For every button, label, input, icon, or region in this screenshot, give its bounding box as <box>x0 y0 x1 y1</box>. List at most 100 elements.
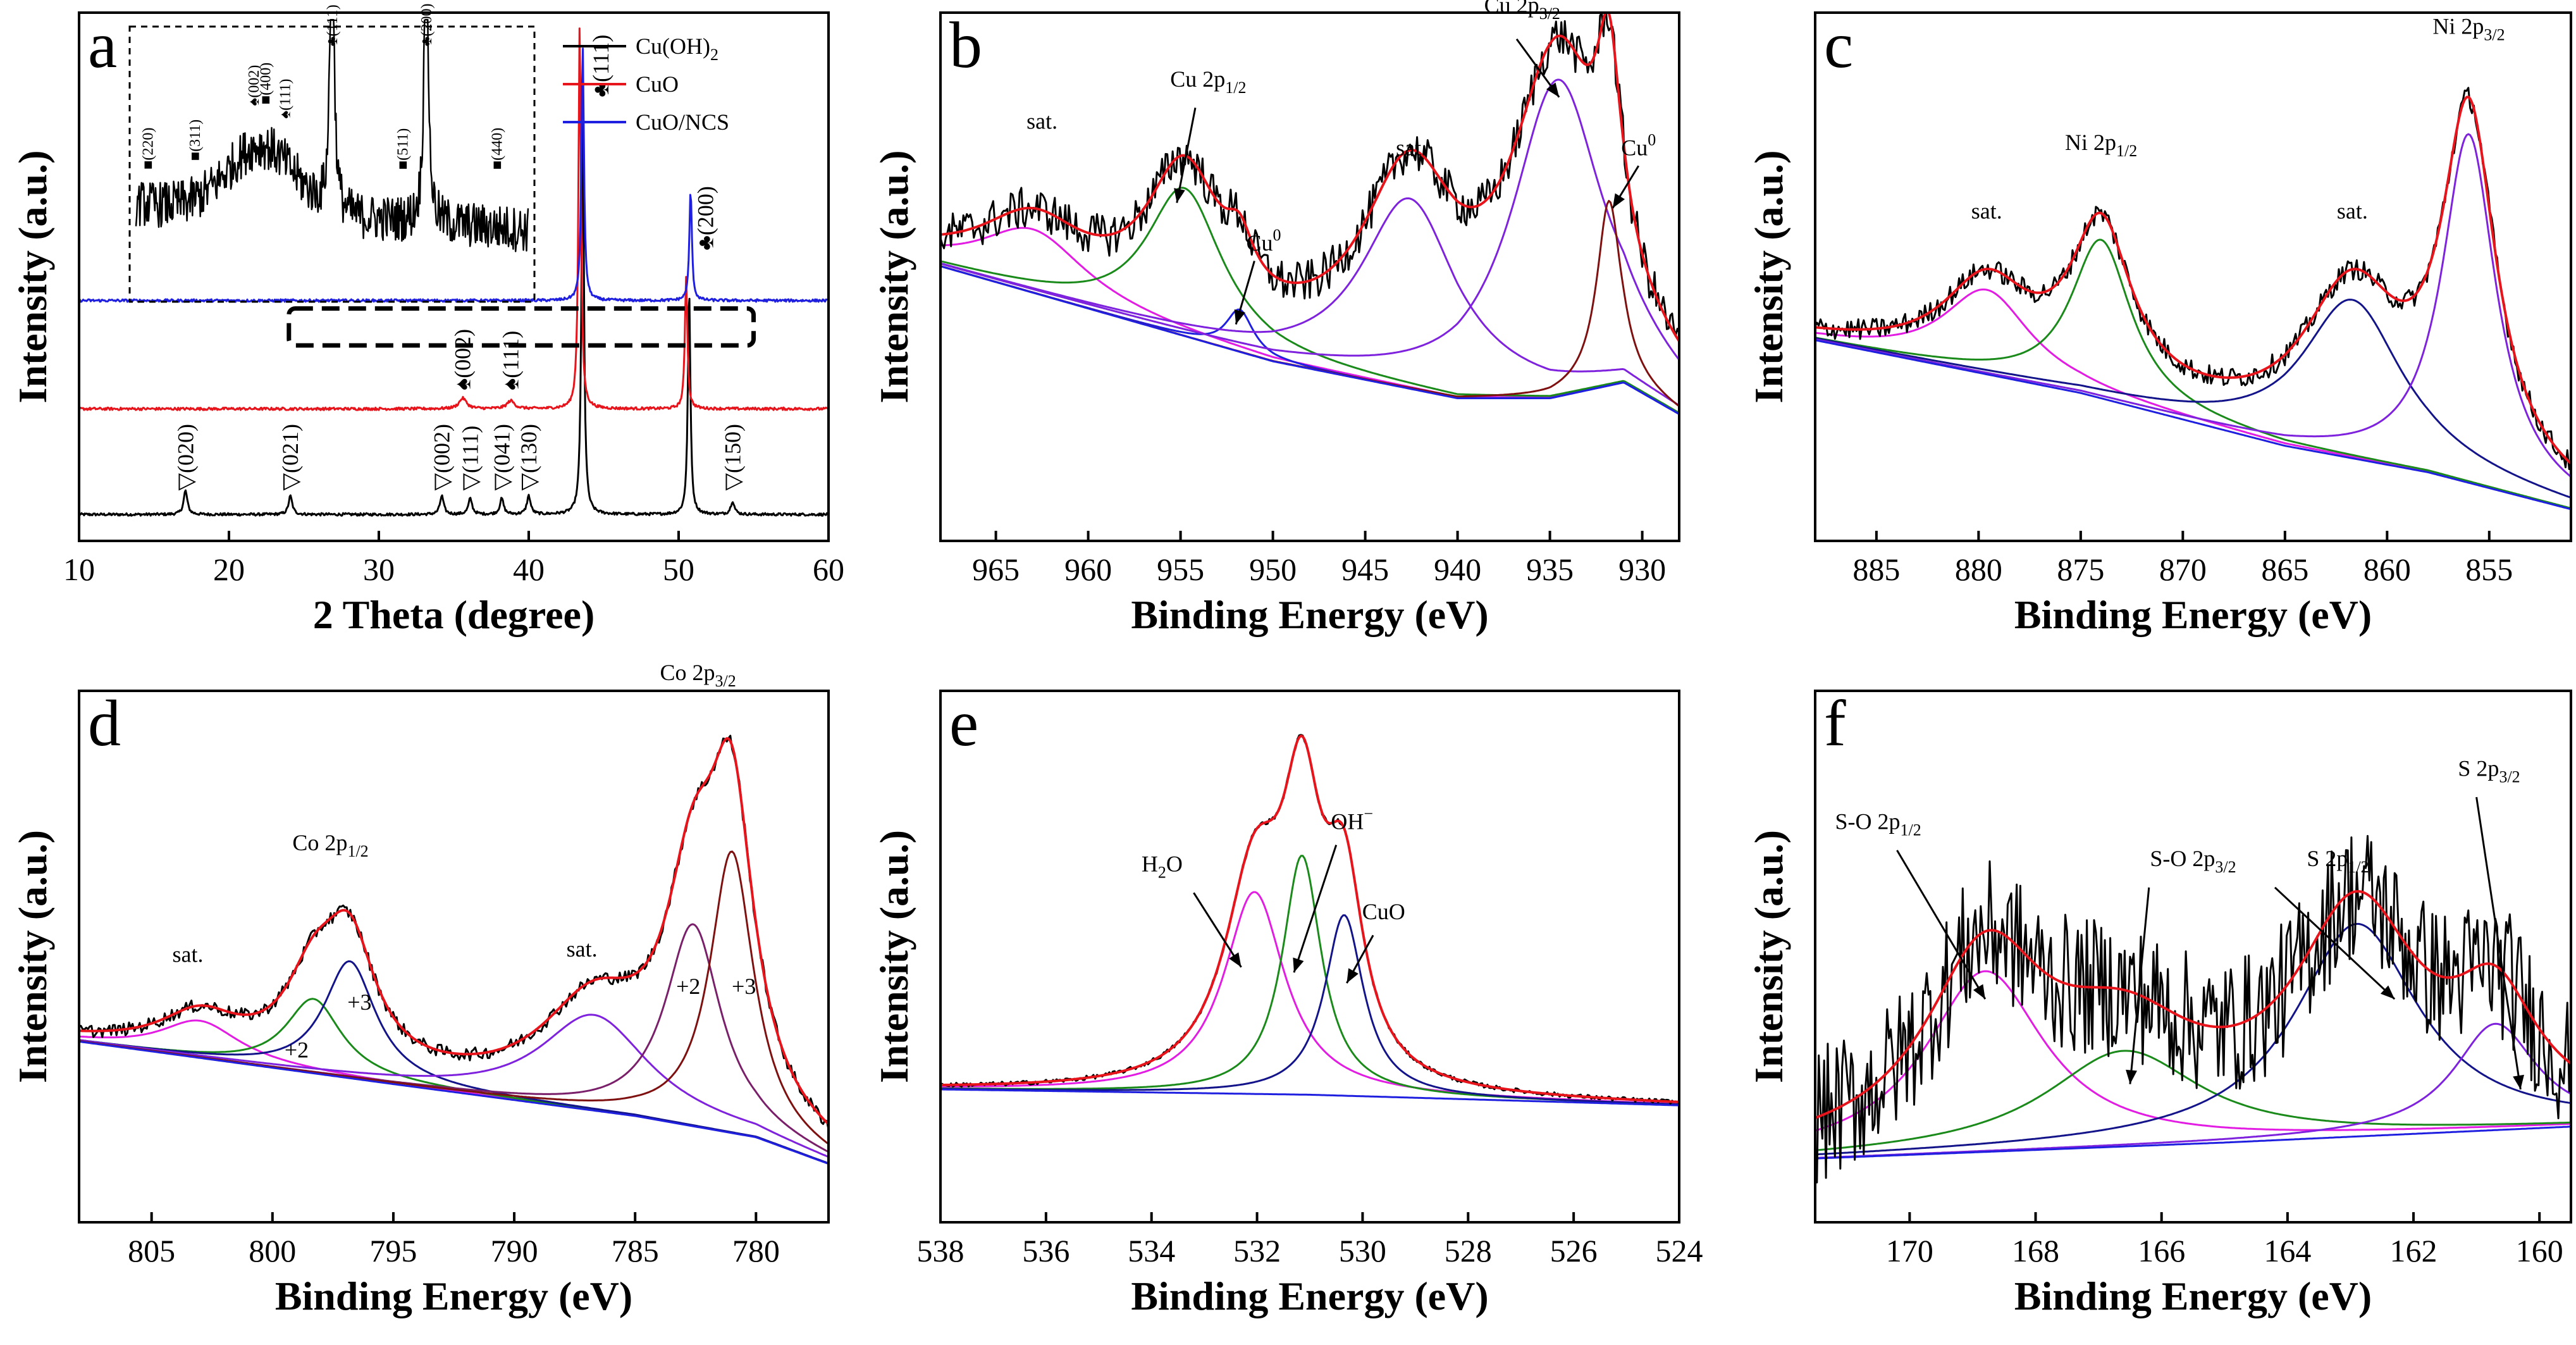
peak-symbol: ▽ <box>489 473 514 491</box>
inset-peak-label-8: ■(440) <box>489 128 505 170</box>
component-peak-3 <box>1815 133 2571 478</box>
annotation-text: Ni 2p <box>2065 130 2116 155</box>
y-axis-title: Intensity (a.u.) <box>10 830 55 1083</box>
peak-index: (440) <box>489 128 505 161</box>
x-tick-label: 170 <box>1886 1233 1933 1268</box>
component-peak-5 <box>79 850 829 1145</box>
x-tick-label: 162 <box>2390 1233 2437 1268</box>
peak-symbol: ♣ <box>693 235 718 251</box>
annotation-arrow-line <box>1193 892 1242 968</box>
component-peak-3 <box>940 197 1679 407</box>
peak-index: (200) <box>693 186 718 235</box>
annotation-sub: 1/2 <box>1900 821 1921 839</box>
legend-label-text: Cu(OH) <box>636 34 710 59</box>
y-axis-title: Intensity (a.u.) <box>1746 830 1791 1083</box>
inset-peak-label-5: ♣(111) <box>324 4 341 46</box>
component-peak-4 <box>940 78 1679 361</box>
inset-peak-label-2: ♠(002) <box>246 65 262 106</box>
component-peak-2 <box>940 914 1679 1106</box>
annotation-1: OH− <box>1331 804 1373 834</box>
x-tick-label: 50 <box>663 552 694 587</box>
component-peak-3 <box>79 1013 829 1158</box>
annotation-sub: 3/2 <box>2499 767 2520 786</box>
y-axis-title: Intensity (a.u.) <box>1746 150 1791 403</box>
annotation-1: S-O 2p3/2 <box>2150 846 2236 876</box>
x-tick-label: 940 <box>1434 552 1481 587</box>
x-tick-label: 60 <box>813 552 844 587</box>
peak-symbol: ■ <box>489 161 505 170</box>
x-tick-label: 526 <box>1550 1233 1598 1268</box>
x-tick-label: 955 <box>1157 552 1204 587</box>
annotation-0: sat. <box>1026 109 1057 134</box>
annotation-sub: 1/2 <box>347 842 368 860</box>
peak-symbol: ▽ <box>173 473 198 491</box>
annotation-arrowhead <box>2513 1074 2524 1089</box>
peak-symbol: ♠ <box>498 378 524 390</box>
x-tick-label: 855 <box>2465 552 2513 587</box>
x-tick-label: 960 <box>1064 552 1112 587</box>
raw-data-line <box>79 734 829 1130</box>
x-tick-label: 950 <box>1249 552 1297 587</box>
peak-index: (511) <box>395 128 412 161</box>
peak-label-0: ▽(020) <box>173 424 198 491</box>
peak-index: (311) <box>187 120 204 152</box>
peak-symbol: ♣ <box>419 36 435 46</box>
peak-symbol: ▽ <box>429 473 455 491</box>
annotation-text: CuO <box>1362 899 1405 924</box>
peak-symbol: ♣ <box>588 82 613 97</box>
x-tick-label: 930 <box>1618 552 1666 587</box>
peak-index: (130) <box>516 424 541 473</box>
inset-frame <box>128 25 536 303</box>
peak-symbol: ▽ <box>278 473 303 491</box>
x-tick-label: 965 <box>972 552 1020 587</box>
background-line <box>79 1040 829 1165</box>
annotation-text: S 2p <box>2307 846 2348 871</box>
annotation-text: Cu <box>1621 135 1648 160</box>
annotation-3: sat. <box>1396 135 1427 160</box>
raw-data-line <box>1815 87 2571 470</box>
plot-frame <box>78 11 830 542</box>
component-peak-1 <box>1815 239 2571 509</box>
annotation-sup: 0 <box>1648 130 1656 149</box>
x-tick-label: 860 <box>2363 552 2411 587</box>
annotation-0: sat. <box>1971 199 2002 224</box>
series-line-0 <box>78 121 829 517</box>
background-line <box>940 265 1679 415</box>
x-tick-label: 885 <box>1852 552 1900 587</box>
component-peak-1 <box>940 187 1679 414</box>
x-tick-label: 166 <box>2138 1233 2185 1268</box>
peak-symbol: ♠ <box>246 97 262 106</box>
peak-index: (150) <box>720 424 745 473</box>
annotation-arrow-line <box>2475 796 2522 1090</box>
annotation-3: S 2p3/2 <box>2458 755 2520 786</box>
annotation-sup: − <box>1364 804 1373 822</box>
peak-label-8: ♠(111) <box>498 331 524 390</box>
annotation-sup: 0 <box>1273 226 1281 244</box>
annotation-arrow-line <box>1896 850 1987 1000</box>
plot-area <box>940 13 1679 415</box>
panel-label: f <box>1824 687 1846 760</box>
annotation-0: sat. <box>173 941 204 967</box>
peak-index: (020) <box>173 424 198 473</box>
annotation-3: Ni 2p3/2 <box>2432 13 2505 44</box>
peak-symbol: ♠ <box>450 378 476 390</box>
panel-label: b <box>949 9 982 82</box>
peak-symbol: ♠ <box>278 110 294 118</box>
annotation-text: +2 <box>676 974 700 999</box>
annotation-sub: 1/2 <box>2348 858 2369 876</box>
annotation-sub: 3/2 <box>2484 25 2505 44</box>
peak-symbol: ■ <box>140 160 157 170</box>
inset-peak-label-7: ♣(200) <box>419 3 435 46</box>
annotation-text: Cu 2p <box>1170 66 1225 92</box>
series-line-1 <box>78 27 830 411</box>
peak-index: (200) <box>419 3 435 36</box>
peak-index: (400) <box>258 63 274 96</box>
x-tick-label: 164 <box>2264 1233 2311 1268</box>
annotation-text: +3 <box>347 989 371 1015</box>
peak-index: (111) <box>324 4 341 36</box>
annotation-text: sat. <box>1971 199 2002 224</box>
